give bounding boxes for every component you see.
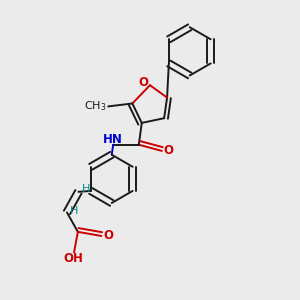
- Text: CH$_3$: CH$_3$: [84, 99, 107, 113]
- Text: O: O: [103, 229, 113, 242]
- Text: O: O: [164, 144, 174, 157]
- Text: H: H: [82, 184, 90, 194]
- Text: HN: HN: [103, 134, 122, 146]
- Text: OH: OH: [63, 252, 83, 266]
- Text: O: O: [139, 76, 148, 89]
- Text: H: H: [70, 206, 79, 216]
